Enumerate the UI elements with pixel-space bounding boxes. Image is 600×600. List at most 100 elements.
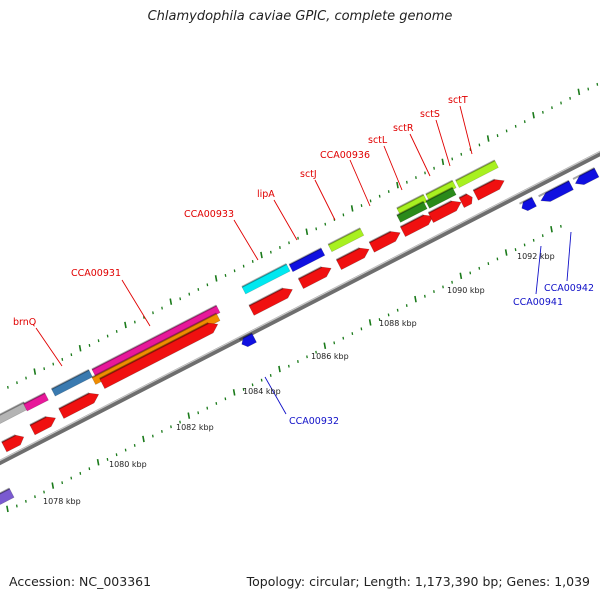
gene-bar-magenta[interactable]	[23, 392, 49, 412]
gene-bar-sctT[interactable]	[455, 159, 499, 189]
callout-line	[264, 376, 287, 415]
callout-line	[314, 179, 336, 221]
scale-tick	[33, 368, 37, 375]
scale-tick	[278, 365, 281, 373]
callout-line	[35, 327, 63, 367]
gene-bar-gray[interactable]	[0, 401, 29, 427]
scale-tick	[504, 249, 508, 256]
gene-label-brnQ[interactable]: brnQ	[13, 317, 36, 328]
callout-line	[535, 245, 542, 295]
gene-label-CCA00933[interactable]: CCA00933	[184, 209, 234, 220]
reverse-gene[interactable]	[574, 167, 600, 185]
reverse-gene[interactable]	[521, 196, 537, 212]
reverse-gene[interactable]	[241, 332, 257, 348]
gene-shadow	[519, 196, 533, 205]
scale-tick	[368, 319, 372, 326]
accession-text: Accession: NC_003361	[9, 574, 152, 589]
callout-line	[121, 279, 151, 327]
forward-gene[interactable]	[297, 266, 332, 290]
gene-shadow	[335, 247, 360, 261]
kbp-label: 1080 kbp	[109, 460, 147, 469]
kbp-label: 1090 kbp	[447, 286, 485, 295]
bar-shadow	[91, 304, 217, 371]
bar-shadow	[425, 186, 453, 203]
bar-shadow	[23, 392, 46, 405]
bar-shadow	[51, 368, 90, 390]
gene-label-CCA00931[interactable]: CCA00931	[71, 268, 121, 279]
gene-shadow	[538, 179, 570, 198]
gene-shadow	[458, 193, 468, 199]
scale-tick	[187, 412, 191, 419]
forward-gene[interactable]	[58, 392, 100, 419]
gene-shadow	[399, 214, 424, 228]
gene-shadow	[572, 167, 595, 180]
forward-gene[interactable]	[399, 214, 434, 238]
scale-tick	[396, 181, 399, 189]
gene-bar-sctR-dark[interactable]	[425, 187, 457, 209]
genome-backbone-highlight	[0, 150, 600, 462]
forward-gene[interactable]	[29, 416, 57, 436]
gene-label-sctS[interactable]: sctS	[420, 109, 440, 120]
gene-label-CCA00936[interactable]: CCA00936	[320, 150, 370, 161]
callout-line	[273, 199, 298, 241]
scale-tick	[6, 505, 9, 513]
kbp-label: 1082 kbp	[176, 423, 214, 432]
scale-tick	[51, 482, 55, 489]
tick-row-inner	[6, 224, 562, 513]
scale-tick	[96, 459, 100, 466]
scale-tick	[441, 158, 445, 166]
gene-label-lipA[interactable]: lipA	[257, 189, 275, 200]
scale-tick	[414, 295, 417, 303]
forward-gene[interactable]	[248, 287, 293, 316]
gene-shadow	[0, 487, 10, 495]
reverse-gene-labels: CCA00932 CCA00941 CCA00942	[289, 283, 594, 427]
gene-label-sctJ[interactable]: sctJ	[300, 169, 317, 180]
forward-gene[interactable]	[1, 434, 25, 453]
gene-bar-sctL-dark[interactable]	[396, 201, 428, 223]
scale-tick	[78, 345, 82, 352]
gene-bar-lipA[interactable]	[288, 247, 326, 273]
bar-shadow	[0, 401, 25, 416]
genome-backbone	[0, 150, 600, 466]
scale-tick	[124, 321, 127, 329]
scale-tick	[350, 205, 354, 212]
forward-gene[interactable]	[427, 200, 462, 224]
forward-gene[interactable]	[99, 322, 219, 389]
callout-line	[409, 133, 431, 177]
gene-label-sctT[interactable]: sctT	[448, 95, 468, 106]
scale-tick	[323, 342, 327, 349]
callout-line	[383, 145, 403, 191]
forward-gene[interactable]	[472, 179, 505, 201]
scale-tick	[577, 88, 581, 96]
gene-label-sctL[interactable]: sctL	[368, 135, 388, 146]
gene-label-sctR[interactable]: sctR	[393, 123, 414, 134]
scale-tick	[260, 251, 263, 259]
gene-shadow	[368, 230, 392, 244]
reverse-gene[interactable]	[540, 180, 574, 202]
bar-shadow	[241, 263, 287, 288]
forward-gene[interactable]	[368, 231, 401, 253]
gene-label-CCA00942[interactable]: CCA00942	[544, 283, 594, 294]
gene-bar-steelblue[interactable]	[51, 369, 93, 397]
scale-tick	[214, 275, 218, 282]
gene-shadow	[29, 415, 47, 426]
forward-gene[interactable]	[335, 247, 370, 271]
forward-callouts	[35, 105, 473, 367]
gene-bar-CCA00933[interactable]	[241, 263, 291, 295]
forward-gene[interactable]	[458, 193, 473, 209]
bar-shadow	[327, 227, 361, 246]
kbp-scale-labels: 1078 kbp 1080 kbp 1082 kbp 1084 kbp 1086…	[43, 252, 555, 506]
scale-tick	[486, 135, 490, 142]
reverse-gene[interactable]	[0, 488, 15, 505]
scale-tick	[459, 272, 463, 280]
kbp-label: 1084 kbp	[243, 387, 281, 396]
scale-tick	[305, 228, 309, 235]
gene-label-CCA00941[interactable]: CCA00941	[513, 297, 563, 308]
gene-shadow	[472, 178, 496, 192]
genome-title: Chlamydophila caviae GPIC, complete geno…	[147, 9, 453, 24]
gene-bar-sctJ[interactable]	[327, 227, 365, 253]
gene-bar-CCA00931[interactable]	[91, 305, 221, 377]
gene-label-CCA00932[interactable]: CCA00932	[289, 416, 339, 427]
